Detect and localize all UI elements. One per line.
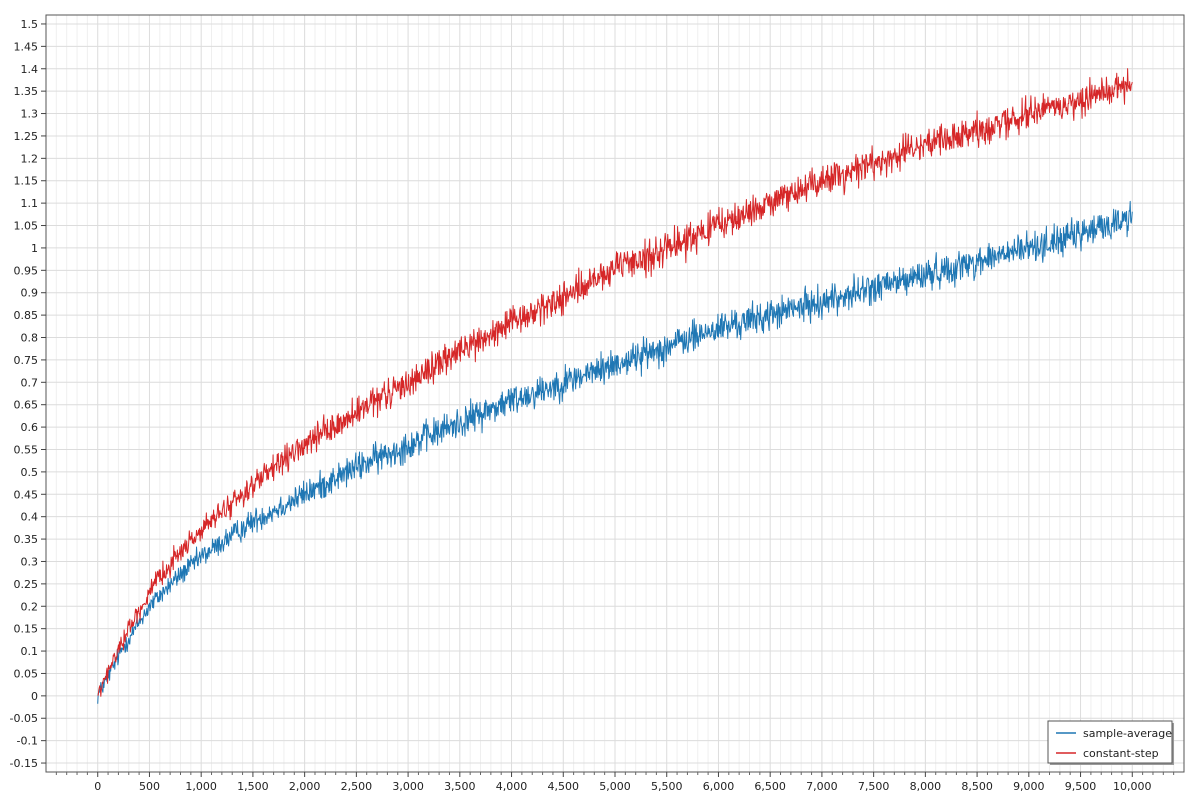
major-gridlines (46, 15, 1184, 772)
x-tick-label: 7,000 (806, 780, 838, 793)
y-tick-label: 0.7 (21, 376, 39, 389)
series-line-sample-average (97, 200, 1133, 704)
x-tick-label: 1,000 (185, 780, 217, 793)
y-tick-label: 1 (31, 242, 38, 255)
y-tick-label: 1.15 (14, 175, 39, 188)
y-tick-label: 0 (31, 690, 38, 703)
x-tick-label: 5,500 (651, 780, 683, 793)
x-tick-label: 3,500 (444, 780, 476, 793)
x-tick-label: 2,000 (289, 780, 321, 793)
minor-gridlines (55, 15, 1175, 772)
x-tick-label: 10,000 (1113, 780, 1152, 793)
y-tick-label: 0.25 (14, 578, 39, 591)
x-tick-label: 4,500 (548, 780, 580, 793)
y-tick-label: 1.1 (21, 197, 39, 210)
y-tick-label: 1.25 (14, 130, 39, 143)
y-tick-label: -0.1 (17, 735, 38, 748)
y-tick-label: 0.65 (14, 399, 39, 412)
y-tick-label: 0.35 (14, 533, 39, 546)
x-tick-label: 0 (94, 780, 101, 793)
y-tick-label: 1.35 (14, 85, 39, 98)
y-tick-label: 0.85 (14, 309, 39, 322)
y-tick-label: 1.3 (21, 108, 39, 121)
legend-box (1047, 720, 1173, 764)
y-tick-label: 1.05 (14, 220, 39, 233)
y-tick-label: 0.3 (21, 555, 39, 568)
y-tick-label: 1.45 (14, 40, 39, 53)
y-tick-label: 0.75 (14, 354, 39, 367)
x-tick-label: 7,500 (858, 780, 890, 793)
y-tick-label: 0.9 (21, 287, 39, 300)
y-tick-label: 0.6 (21, 421, 39, 434)
x-tick-label: 9,000 (1013, 780, 1045, 793)
y-tick-label: 0.4 (21, 511, 39, 524)
y-tick-label: -0.15 (10, 757, 38, 770)
x-tick-label: 3,000 (392, 780, 424, 793)
series-line-constant-step (97, 68, 1133, 697)
x-tick-label: 4,000 (496, 780, 528, 793)
x-tick-label: 500 (139, 780, 160, 793)
y-tick-label: -0.05 (10, 712, 38, 725)
x-tick-label: 9,500 (1065, 780, 1097, 793)
y-tick-label: 0.8 (21, 332, 39, 345)
y-tick-label: 0.45 (14, 488, 39, 501)
x-tick-label: 5,000 (599, 780, 631, 793)
legend-label: sample-average (1083, 727, 1172, 740)
legend: sample-average constant-step (1047, 720, 1174, 765)
y-tick-label: 0.2 (21, 600, 39, 613)
x-tick-label: 2,500 (341, 780, 373, 793)
legend-label: constant-step (1083, 747, 1159, 760)
x-tick-label: 6,000 (703, 780, 735, 793)
y-tick-label: 1.2 (21, 152, 39, 165)
y-tick-label: 0.05 (14, 667, 39, 680)
y-tick-label: 1.5 (21, 18, 39, 31)
x-tick-label: 8,500 (961, 780, 993, 793)
y-tick-label: 0.1 (21, 645, 39, 658)
y-tick-label: 0.95 (14, 264, 39, 277)
series-layer (97, 68, 1133, 704)
y-tick-label: 1.4 (21, 63, 39, 76)
y-tick-label: 0.5 (21, 466, 39, 479)
x-tick-label: 1,500 (237, 780, 269, 793)
y-axis: -0.15 -0.1 -0.05 0 0.05 0.1 0.15 0.2 0.25 0.3 0.35… (10, 18, 46, 770)
x-axis: 0 500 1,000 1,500 2,000 2,500 3,000 3,500 4,000 4… (55, 772, 1175, 793)
y-tick-label: 0.55 (14, 443, 39, 456)
y-tick-label: 0.15 (14, 623, 39, 636)
x-tick-label: 6,500 (754, 780, 786, 793)
x-tick-label: 8,000 (910, 780, 942, 793)
